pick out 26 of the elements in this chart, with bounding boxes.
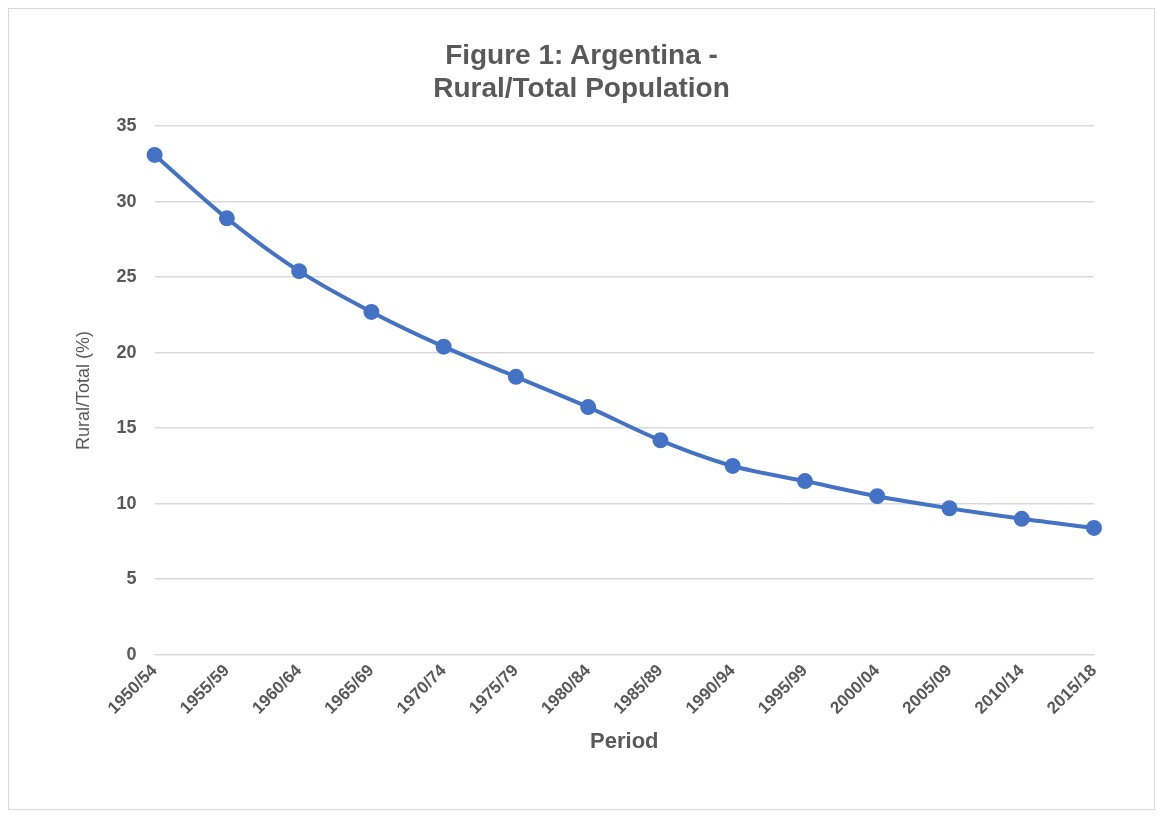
y-tick-label: 30: [116, 190, 137, 211]
point: [291, 263, 308, 280]
point: [507, 368, 524, 385]
point: [869, 488, 886, 505]
point: [796, 473, 813, 490]
y-tick-label: 35: [116, 115, 137, 136]
y-tick-label: 10: [116, 492, 137, 513]
point: [1086, 519, 1102, 536]
y-tick-label: 25: [116, 266, 137, 287]
y-tick-label: 15: [116, 417, 137, 438]
point: [218, 210, 235, 227]
y-tick-label: 0: [126, 643, 137, 664]
y-tick-label: 5: [126, 568, 137, 589]
point: [724, 457, 741, 474]
point: [363, 303, 380, 320]
point: [652, 432, 669, 449]
y-tick-label: 20: [116, 341, 137, 362]
text: Rural/Total Population: [433, 72, 730, 104]
point: [941, 500, 958, 517]
x-axis-title: Period: [590, 727, 659, 753]
text: Figure 1: Argentina -: [445, 38, 718, 70]
y-axis-title: Rural/Total (%): [72, 330, 93, 450]
point: [1013, 510, 1030, 527]
point: [580, 399, 597, 416]
point: [435, 338, 452, 355]
point: [146, 146, 163, 163]
